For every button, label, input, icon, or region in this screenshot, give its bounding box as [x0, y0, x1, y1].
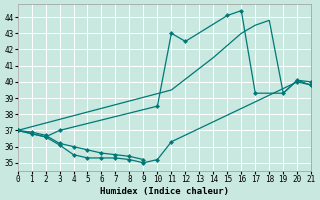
X-axis label: Humidex (Indice chaleur): Humidex (Indice chaleur) — [100, 187, 229, 196]
